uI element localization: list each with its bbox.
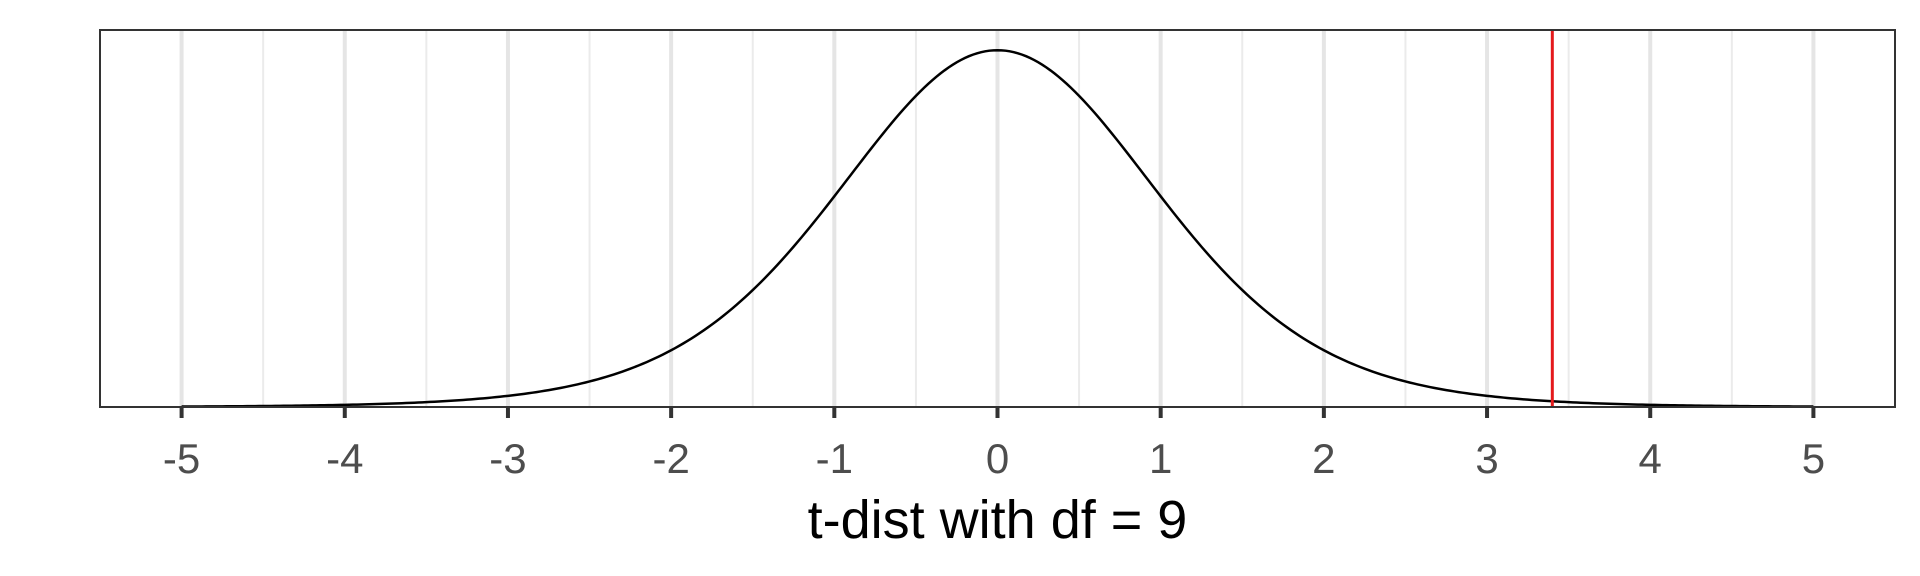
x-tick-label: 3 [1475, 435, 1498, 482]
density-curve-layer [181, 48, 1814, 408]
x-axis-ticks: -5 -4 -3 -2 -1 0 1 2 3 4 5 [163, 407, 1825, 482]
density-curve [181, 48, 1814, 408]
x-tick-label: -5 [163, 435, 200, 482]
x-axis-title: t-dist with df = 9 [808, 490, 1188, 550]
x-tick-label: 5 [1802, 435, 1825, 482]
x-tick-label: -3 [489, 435, 526, 482]
x-tick-label: 1 [1149, 435, 1172, 482]
x-tick-label: -4 [326, 435, 363, 482]
x-tick-label: -2 [652, 435, 689, 482]
x-tick-label: 4 [1639, 435, 1662, 482]
gridlines [179, 30, 1816, 407]
x-tick-label: 2 [1312, 435, 1335, 482]
x-tick-label: -1 [816, 435, 853, 482]
x-tick-label: 0 [986, 435, 1009, 482]
